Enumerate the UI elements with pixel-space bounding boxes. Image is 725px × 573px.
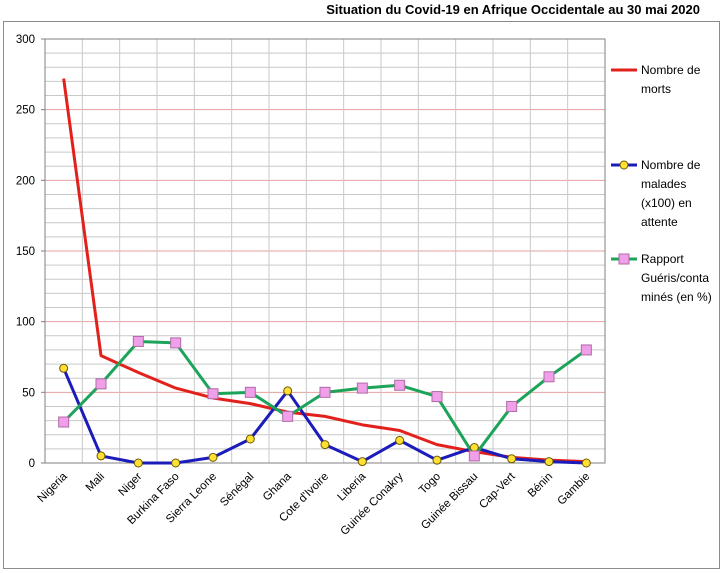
- series-2-point: [544, 457, 554, 467]
- legend-label-2: Nombre de: [641, 158, 701, 172]
- series-3-point: [207, 388, 219, 400]
- series-3-point: [58, 416, 70, 428]
- legend-marker-3: [618, 253, 630, 265]
- y-tick-label: 200: [16, 175, 35, 187]
- x-tick-label: Niger: [117, 471, 145, 499]
- y-tick-label: 300: [16, 34, 35, 46]
- x-tick-label: Ghana: [261, 470, 294, 503]
- legend-label-2: (x100) en: [641, 196, 692, 210]
- legend-label-3: Rapport: [641, 252, 684, 266]
- series-2-point: [395, 435, 405, 445]
- series-2-point: [171, 458, 181, 468]
- series-3-point: [319, 386, 331, 398]
- x-tick-label: Mali: [84, 471, 107, 494]
- series-3-line: [62, 339, 588, 458]
- chart-title: Situation du Covid-19 en Afrique Occiden…: [326, 2, 700, 17]
- x-tick-label: Liberia: [336, 470, 369, 503]
- series-3-point: [244, 386, 256, 398]
- series-3-point: [506, 400, 518, 412]
- legend-label-2: malades: [641, 177, 686, 191]
- grid-layer: [45, 39, 605, 463]
- legend: Nombre de morts Nombre de malades (x100) en a…: [611, 63, 712, 304]
- series-3-point: [468, 450, 480, 462]
- series-3-point: [95, 378, 107, 390]
- series-2-point: [245, 434, 255, 444]
- legend-label-2: attente: [641, 215, 678, 229]
- series-3-point: [431, 391, 443, 403]
- series-2-point: [283, 386, 293, 396]
- y-tick-label: 0: [29, 458, 35, 470]
- legend-label-3: minés (en %): [641, 290, 712, 304]
- series-3-point: [170, 337, 182, 349]
- x-tick-label: Bénin: [526, 471, 555, 500]
- y-tick-label: 250: [16, 105, 35, 117]
- x-tick-label: Nigeria: [36, 470, 71, 505]
- series-2-point: [357, 457, 367, 467]
- series-3-point: [356, 382, 368, 394]
- x-tick-label: Togo: [417, 471, 443, 497]
- y-tick-label: 50: [22, 387, 35, 399]
- legend-label-1: morts: [641, 82, 671, 96]
- series-3-point: [282, 410, 294, 422]
- x-tick-label: Sénégal: [218, 471, 256, 509]
- legend-label-3: Guéris/conta: [641, 271, 709, 285]
- y-tick-label: 150: [16, 246, 35, 258]
- series-2-point: [320, 440, 330, 450]
- chart-frame: [3, 21, 720, 569]
- series-2-point: [133, 458, 143, 468]
- series-2-point: [581, 458, 591, 468]
- series-2-point: [96, 451, 106, 461]
- series-3-point: [132, 335, 144, 347]
- series-2-point: [507, 454, 517, 464]
- series-layer: [58, 78, 592, 468]
- series-2-point: [469, 442, 479, 452]
- series-3-point: [580, 344, 592, 356]
- series-2-point: [59, 363, 69, 373]
- series-2-point: [432, 455, 442, 465]
- legend-label-1: Nombre de: [641, 63, 701, 77]
- y-tick-label: 100: [16, 317, 35, 329]
- x-tick-label: Cap-Vert: [477, 470, 518, 511]
- legend-marker-2: [619, 160, 629, 170]
- series-3-point: [543, 371, 555, 383]
- x-tick-label: Gambie: [555, 471, 592, 508]
- series-2-point: [208, 452, 218, 462]
- series-3-point: [394, 379, 406, 391]
